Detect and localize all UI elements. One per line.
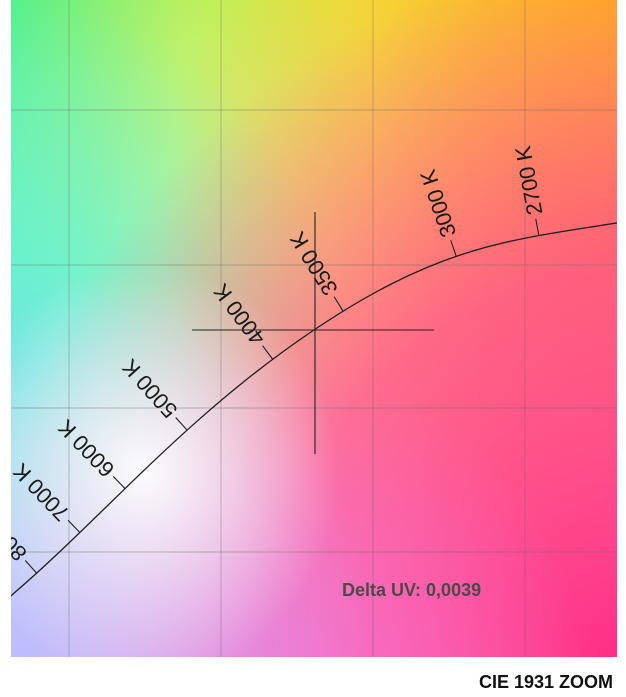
cct-tick-mark: [175, 417, 188, 431]
delta-uv-label: Delta UV:: [342, 580, 422, 600]
cct-tick-mark: [67, 519, 81, 533]
grid-lines: [11, 0, 617, 657]
cct-tick-mark: [112, 476, 126, 489]
delta-uv-value: 0,0039: [426, 580, 482, 600]
panel-title: CIE 1931 ZOOM: [478, 672, 613, 692]
cct-tick-mark: [333, 296, 344, 312]
color-gradient-background: [11, 0, 617, 657]
cct-tick-mark: [450, 240, 457, 257]
planckian-locus: [11, 222, 617, 597]
cct-tick-mark: [535, 218, 540, 236]
cct-tick-mark: [24, 560, 38, 574]
measurement-crosshair: [192, 212, 434, 454]
cie-zoom-panel: 2700 K 3000 K 3500 K 4000 K 5000 K 6000 K 7000…: [11, 0, 617, 657]
cct-tick-mark: [262, 345, 274, 360]
delta-uv-readout: Delta UV: 0,0039: [342, 580, 481, 601]
